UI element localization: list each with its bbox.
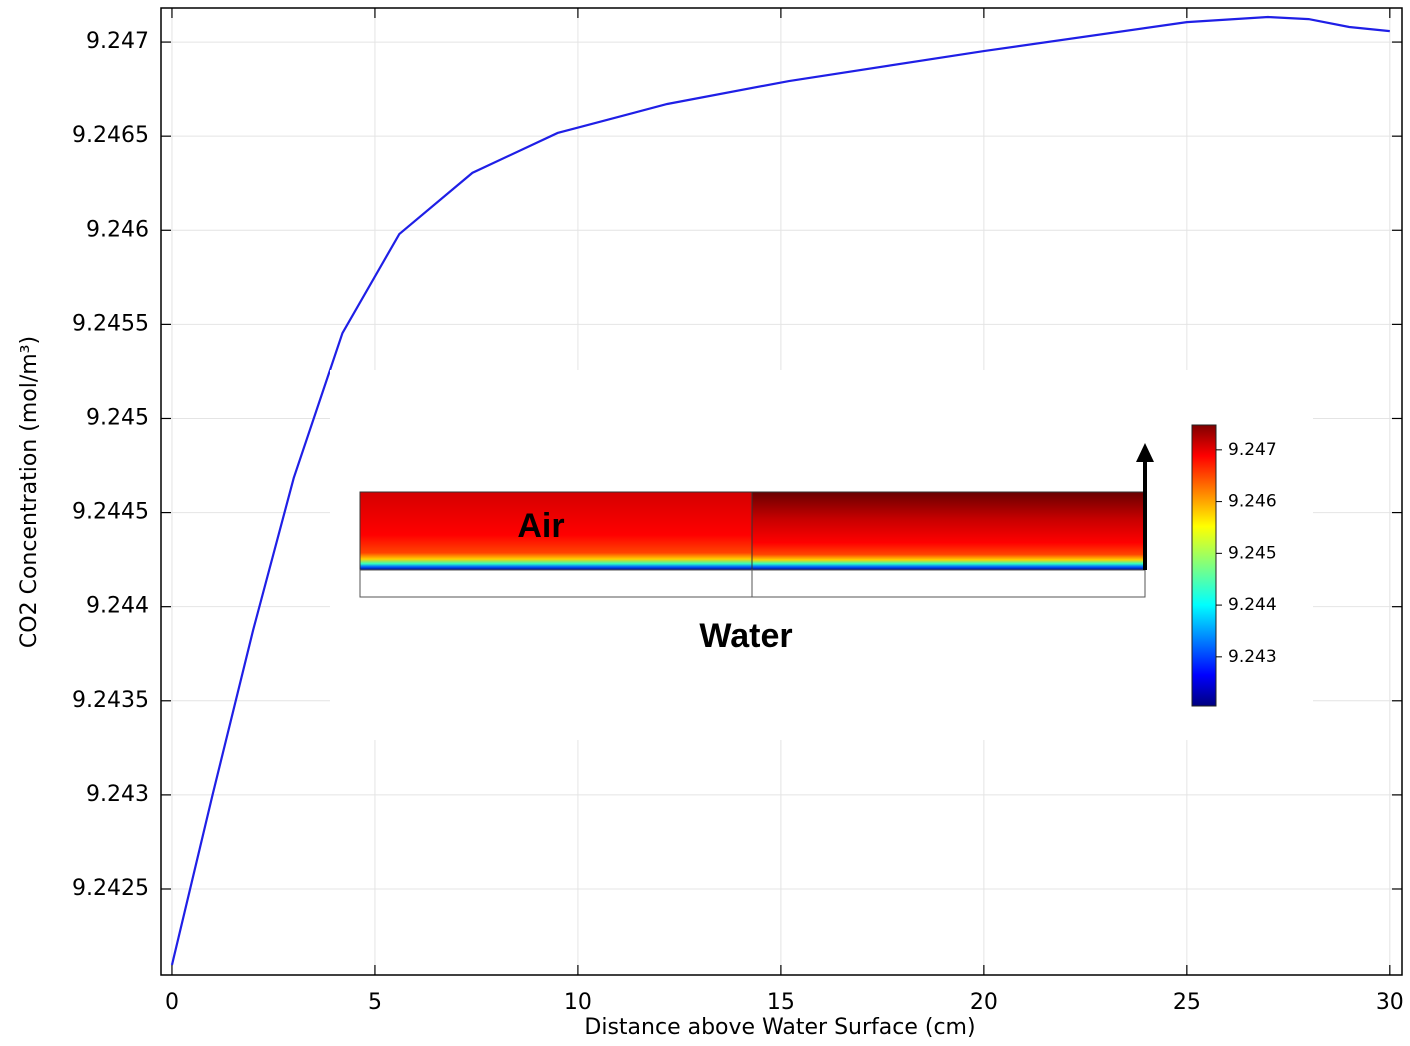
- colorbar-tick-label: 9.245: [1228, 543, 1277, 563]
- y-tick-label: 9.246: [86, 217, 149, 242]
- x-tick-label: 5: [368, 990, 382, 1015]
- x-axis-label: Distance above Water Surface (cm): [584, 1015, 975, 1040]
- x-tick-label: 20: [970, 990, 998, 1015]
- x-tick-label: 30: [1376, 990, 1404, 1015]
- y-tick-label: 9.2445: [72, 500, 149, 525]
- colorbar-tick-label: 9.247: [1228, 440, 1277, 460]
- y-tick-label: 9.2455: [72, 311, 149, 336]
- y-tick-label: 9.2435: [72, 688, 149, 713]
- y-tick-label: 9.244: [86, 594, 149, 619]
- plot-frame: [160, 7, 1403, 976]
- inset: Air Water 9.243 9.244 9.245 9.246 9.247: [330, 370, 1313, 740]
- x-tick-label: 15: [767, 990, 795, 1015]
- y-axis-label: CO2 Concentration (mol/m³): [17, 336, 42, 648]
- colorbar-tick-label: 9.243: [1228, 647, 1277, 667]
- y-tick-label: 9.245: [86, 405, 149, 430]
- colorbar: [1191, 424, 1217, 707]
- y-tick-label: 9.2465: [72, 123, 149, 148]
- air-label: Air: [517, 507, 564, 545]
- x-tick-label: 0: [165, 990, 179, 1015]
- y-tick-label: 9.243: [86, 782, 149, 807]
- x-tick-label: 25: [1173, 990, 1201, 1015]
- y-tick-label: 9.247: [86, 29, 149, 54]
- data-line: [170, 15, 1390, 966]
- colorbar-tick-label: 9.244: [1228, 595, 1277, 615]
- arrow-head: [1136, 443, 1154, 462]
- water-label: Water: [699, 617, 792, 655]
- air-domain-right: [751, 491, 1146, 571]
- x-tick-label: 10: [564, 990, 592, 1015]
- y-tick-label: 9.2425: [72, 876, 149, 901]
- colorbar-tick-label: 9.246: [1228, 492, 1277, 512]
